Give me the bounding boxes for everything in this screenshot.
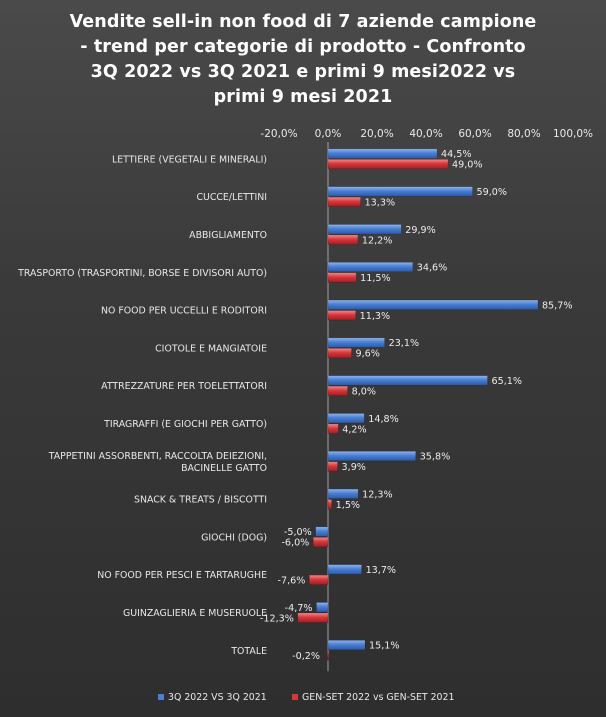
- chart-title-line: 3Q 2022 vs 3Q 2021 e primi 9 mesi2022 vs: [90, 62, 516, 82]
- bar-gen-set: [309, 574, 329, 585]
- bar-gen-set: [327, 385, 348, 396]
- chart-title-line: - trend per categorie di prodotto - Conf…: [80, 37, 526, 57]
- data-label: -12,3%: [260, 613, 294, 624]
- category-label: CUCCE/LETTINI: [196, 192, 267, 203]
- chart-title-line: Vendite sell-in non food di 7 aziende ca…: [69, 12, 537, 32]
- data-label: -7,6%: [278, 576, 306, 587]
- data-label: 3,9%: [342, 462, 366, 473]
- bar-gen-set: [327, 461, 338, 472]
- bar-3q: [327, 299, 539, 310]
- data-label: -5,0%: [284, 527, 312, 538]
- bar-3q: [327, 224, 402, 235]
- data-label: 11,3%: [360, 311, 390, 322]
- bar-3q: [327, 640, 366, 651]
- chart-title: Vendite sell-in non food di 7 aziende ca…: [40, 10, 566, 110]
- legend-label: 3Q 2022 VS 3Q 2021: [168, 692, 267, 703]
- category-label: ATTREZZATURE PER TOELETTATORI: [101, 381, 267, 392]
- data-label: 35,8%: [420, 452, 450, 463]
- data-label: 49,0%: [452, 160, 482, 171]
- bar-gen-set: [327, 650, 329, 661]
- category-label: CIOTOLE E MANGIATOIE: [155, 343, 267, 354]
- bar-gen-set: [327, 499, 332, 510]
- bar-gen-set: [327, 310, 356, 321]
- x-tick-label: 100,0%: [553, 128, 593, 140]
- bar-gen-set: [327, 234, 359, 245]
- category-label: GIOCHI (DOG): [201, 532, 267, 543]
- data-label: -0,2%: [292, 651, 320, 662]
- category-label: TRASPORTO (TRASPORTINI, BORSE E DIVISORI…: [17, 268, 267, 279]
- x-tick-label: 0,0%: [315, 128, 342, 140]
- category-label: LETTIERE (VEGETALI E MINERALI): [112, 154, 267, 165]
- category-label: TAPPETINI ASSORBENTI, RACCOLTA DEIEZIONI…: [48, 451, 267, 462]
- bar-gen-set: [327, 348, 352, 359]
- bar-gen-set: [313, 537, 329, 548]
- bar-gen-set: [327, 272, 357, 283]
- legend-swatch-3q: [158, 694, 164, 700]
- category-label: NO FOOD PER UCCELLI E RODITORI: [101, 306, 267, 317]
- category-label: NO FOOD PER PESCI E TARTARUGHE: [97, 570, 267, 581]
- bar-3q: [327, 564, 362, 575]
- bar-3q: [327, 375, 488, 386]
- bar-3q: [327, 262, 414, 273]
- category-label: SNACK & TREATS / BISCOTTI: [134, 495, 267, 506]
- bar-3q: [327, 488, 359, 499]
- data-label: -4,7%: [285, 603, 313, 614]
- category-label: ABBIGLIAMENTO: [189, 230, 267, 241]
- data-label: 13,3%: [365, 198, 395, 209]
- x-tick-label: 60,0%: [458, 128, 491, 140]
- bar-3q: [316, 602, 329, 613]
- bar-3q: [315, 526, 329, 537]
- data-label: 14,8%: [368, 414, 398, 425]
- data-label: -6,0%: [281, 538, 309, 549]
- bar-3q: [327, 186, 473, 197]
- data-label: 34,6%: [417, 263, 447, 274]
- x-tick-label: -20,0%: [260, 128, 297, 140]
- bar-gen-set: [297, 612, 329, 623]
- bar-gen-set: [327, 159, 449, 170]
- x-tick-label: 80,0%: [507, 128, 540, 140]
- category-label: GUINZAGLIERIA E MUSERUOLE: [123, 608, 267, 619]
- data-label: 12,3%: [362, 489, 392, 500]
- bar-gen-set: [327, 423, 339, 434]
- data-label: 8,0%: [352, 387, 376, 398]
- data-label: 1,5%: [336, 500, 360, 511]
- category-label: TOTALE: [230, 646, 267, 657]
- data-label: 44,5%: [441, 149, 471, 160]
- bar-gen-set: [327, 196, 361, 207]
- x-tick-label: 40,0%: [409, 128, 442, 140]
- data-label: 23,1%: [389, 338, 419, 349]
- data-label: 85,7%: [542, 300, 572, 311]
- legend-label: GEN-SET 2022 vs GEN-SET 2021: [302, 692, 454, 703]
- data-label: 29,9%: [405, 225, 435, 236]
- data-label: 11,5%: [360, 273, 390, 284]
- legend-swatch-gen-set: [292, 694, 298, 700]
- data-label: 4,2%: [342, 424, 366, 435]
- bar-3q: [327, 451, 416, 462]
- bar-3q: [327, 148, 438, 159]
- data-label: 9,6%: [356, 349, 380, 360]
- bar-3q: [327, 337, 385, 348]
- category-label: BACINELLE GATTO: [181, 463, 267, 474]
- x-tick-label: 20,0%: [360, 128, 393, 140]
- data-label: 13,7%: [366, 565, 396, 576]
- data-label: 12,2%: [362, 235, 392, 246]
- data-label: 59,0%: [477, 187, 507, 198]
- category-label: TIRAGRAFFI (E GIOCHI PER GATTO): [103, 419, 267, 430]
- chart-title-line: primi 9 mesi 2021: [213, 87, 393, 107]
- bar-3q: [327, 413, 365, 424]
- data-label: 15,1%: [369, 641, 399, 652]
- data-label: 65,1%: [491, 376, 521, 387]
